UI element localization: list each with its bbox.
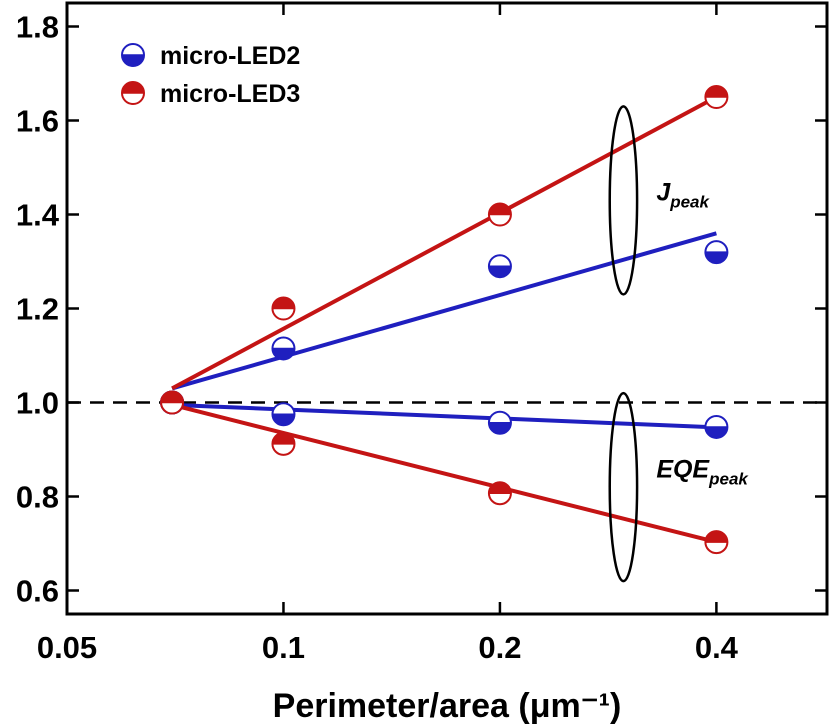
fit-line (171, 402, 717, 430)
data-point (704, 414, 729, 439)
x-tick-label: 0.1 (262, 630, 305, 665)
bracket-ellipse (608, 105, 639, 296)
marker-fill (122, 55, 144, 66)
y-tick-label: 0.8 (16, 480, 59, 515)
marker-fill (705, 426, 728, 438)
annotation-main: J (656, 178, 671, 206)
fit-line (171, 402, 717, 545)
ellipse-brackets (608, 105, 639, 583)
annotation-label: EQEpeak (656, 456, 749, 489)
data-point (271, 296, 296, 321)
marker-fill (272, 432, 295, 444)
marker-fill (488, 482, 511, 494)
y-tick-label: 1.4 (16, 198, 60, 233)
marker-fill (705, 252, 728, 264)
marker-fill (272, 414, 295, 426)
data-point (160, 390, 185, 415)
axis-ticks: 0.6 0.8 1.0 1.2 1.4 1.6 1.8 0.05 0.1 0.2 0.4 (16, 3, 827, 665)
marker-fill (705, 86, 728, 97)
annotation-sub: peak (669, 192, 710, 211)
marker-fill (272, 297, 295, 309)
marker-fill (488, 266, 511, 278)
y-tick-label: 1.0 (16, 386, 59, 421)
data-point (487, 254, 512, 279)
x-axis-label: Perimeter/area (μm⁻¹) (273, 687, 622, 725)
legend-label: micro-LED2 (160, 42, 300, 70)
annotation-main: EQE (656, 456, 710, 484)
marker-fill (272, 348, 295, 360)
fit-line (171, 95, 718, 391)
bracket-ellipse (608, 391, 639, 583)
data-point (704, 240, 729, 265)
marker-fill (122, 82, 144, 93)
data-point (487, 481, 512, 506)
data-point (271, 336, 296, 361)
x-tick-label: 0.2 (478, 630, 521, 665)
fit-line (171, 231, 717, 391)
legend-marker (121, 43, 145, 67)
legend-label: micro-LED3 (160, 80, 300, 108)
y-tick-label: 1.6 (16, 104, 59, 139)
legend: micro-LED2 micro-LED3 (121, 42, 300, 108)
data-point (704, 85, 729, 109)
marker-fill (161, 391, 184, 403)
x-tick-label: 0.4 (695, 630, 739, 665)
annotation-sub: peak (708, 470, 749, 489)
data-point (487, 202, 512, 227)
marker-fill (488, 203, 511, 215)
y-tick-label: 1.8 (16, 10, 59, 45)
legend-marker (121, 81, 145, 105)
data-point (271, 402, 296, 427)
data-points (160, 85, 729, 555)
y-tick-label: 0.6 (16, 574, 59, 609)
y-tick-label: 1.2 (16, 292, 59, 327)
marker-fill (488, 422, 511, 434)
data-point (704, 530, 729, 555)
data-point (487, 410, 512, 435)
annotation-label: Jpeak (656, 178, 710, 211)
fit-lines (171, 95, 718, 545)
marker-fill (705, 531, 728, 543)
data-point (271, 431, 296, 456)
x-tick-label: 0.05 (37, 630, 97, 665)
